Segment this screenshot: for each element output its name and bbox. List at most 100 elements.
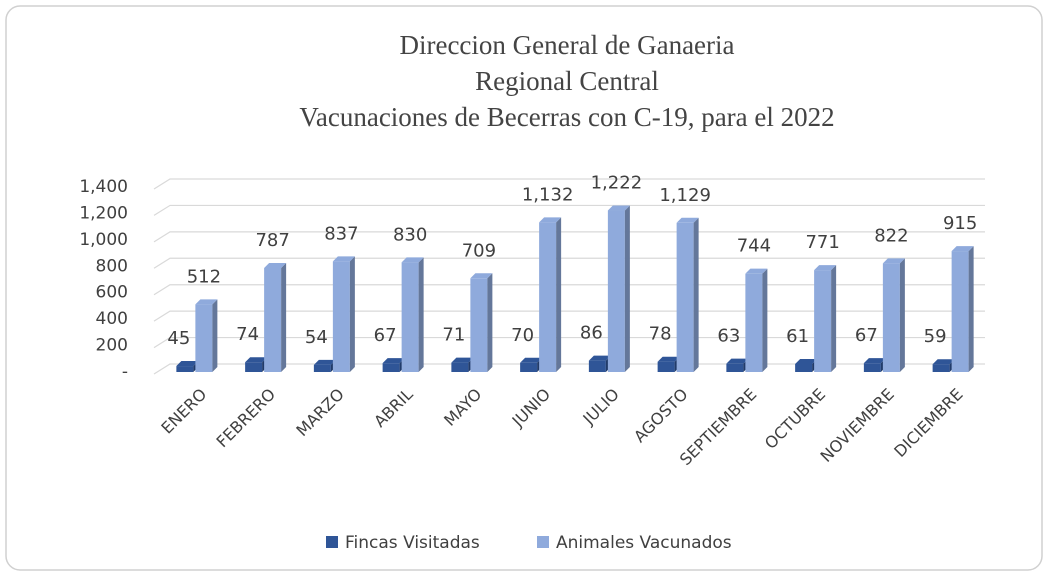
bar-top: [814, 265, 837, 271]
bar-top: [657, 356, 680, 362]
y-tick-label: 1,200: [79, 203, 128, 223]
bar: [195, 304, 213, 372]
bar-side: [281, 263, 287, 372]
grid-line: [153, 284, 985, 296]
bar-side: [693, 217, 699, 372]
bar-top: [245, 357, 268, 363]
bar-top: [607, 205, 630, 211]
data-label: 45: [167, 328, 190, 349]
bar-top: [539, 217, 562, 223]
bar-top: [470, 273, 493, 279]
y-tick-label: 200: [96, 336, 128, 356]
bar: [676, 222, 694, 372]
legend-label: Fincas Visitadas: [345, 533, 480, 553]
grid-line: [153, 257, 985, 269]
bar: [382, 363, 400, 372]
bar-top: [882, 258, 905, 264]
bar: [607, 210, 625, 372]
bar-side: [349, 256, 355, 372]
chart-title: Direccion General de Ganaeria: [399, 30, 734, 60]
data-label: 744: [737, 236, 771, 257]
bar: [520, 362, 538, 372]
bar-top: [951, 246, 974, 252]
legend-label: Animales Vacunados: [556, 533, 732, 553]
data-label: 59: [924, 326, 947, 347]
data-label: 512: [187, 266, 221, 287]
bar-side: [762, 268, 768, 372]
grid-line: [153, 363, 985, 375]
data-label: 771: [805, 232, 839, 253]
bar: [539, 222, 557, 372]
bar: [264, 268, 282, 372]
bar: [795, 363, 813, 372]
bar: [470, 278, 488, 372]
bar-top: [313, 359, 336, 365]
chart-frame: [5, 5, 1043, 571]
data-label: 61: [786, 326, 809, 347]
bar-top: [745, 268, 768, 274]
data-label: 822: [874, 225, 908, 246]
bar: [951, 251, 969, 372]
bar-side: [556, 217, 562, 372]
data-label: 709: [462, 240, 496, 261]
data-label: 1,129: [659, 185, 711, 206]
bar: [451, 362, 469, 372]
grid-line: [153, 336, 985, 349]
data-label: 74: [236, 324, 259, 345]
data-label: 63: [717, 326, 740, 347]
bar-top: [520, 357, 543, 363]
bar-side: [968, 246, 974, 372]
bar-side: [487, 273, 493, 372]
bar-top: [726, 358, 749, 364]
bar: [726, 363, 744, 372]
bar: [863, 363, 881, 372]
bar: [657, 361, 675, 372]
data-label: 830: [393, 224, 427, 245]
bar-side: [899, 258, 905, 372]
bar-side: [418, 257, 424, 372]
bar-top: [863, 358, 886, 364]
y-tick-label: 1,400: [79, 177, 128, 197]
grid-line: [153, 204, 985, 216]
bar: [332, 261, 350, 372]
y-tick-label: 400: [96, 309, 128, 329]
chart-title: Regional Central: [475, 66, 659, 96]
bar: [932, 364, 950, 372]
bar-top: [195, 299, 218, 305]
data-label: 71: [442, 325, 465, 346]
data-label: 78: [649, 324, 672, 345]
bar: [313, 364, 331, 372]
grid-line: [153, 310, 985, 322]
bar: [588, 360, 606, 372]
y-tick-label: 800: [96, 256, 128, 276]
data-label: 70: [511, 325, 534, 346]
data-label: 1,132: [522, 184, 574, 205]
bar-top: [795, 358, 818, 364]
bar-top: [451, 357, 474, 363]
legend-swatch: [537, 536, 549, 548]
chart-title: Vacunaciones de Becerras con C-19, para …: [299, 102, 834, 132]
bar: [401, 262, 419, 372]
bar: [882, 263, 900, 372]
data-label: 1,222: [591, 173, 643, 194]
y-tick-label: 600: [96, 283, 128, 303]
y-tick-label: 1,000: [79, 230, 128, 250]
bar-top: [332, 256, 355, 262]
bar-top: [676, 217, 699, 223]
bar: [745, 273, 763, 372]
bar-side: [624, 205, 630, 372]
grid-line: [153, 231, 985, 243]
data-label: 787: [255, 230, 289, 251]
bar-top: [932, 359, 955, 365]
data-label: 915: [943, 213, 977, 234]
bar-top: [264, 263, 287, 269]
bar-side: [831, 265, 837, 372]
data-label: 67: [855, 325, 878, 346]
y-tick-label: -: [122, 362, 128, 382]
data-label: 54: [305, 327, 328, 348]
bar-top: [588, 355, 611, 361]
bar: [814, 270, 832, 372]
bar-top: [401, 257, 424, 263]
bar-top: [176, 361, 199, 367]
